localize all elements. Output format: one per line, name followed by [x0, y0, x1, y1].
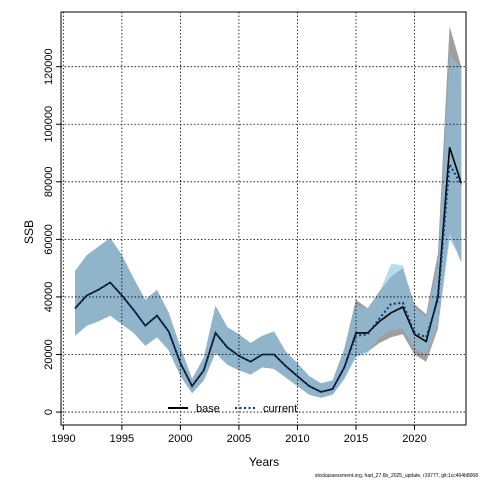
legend: base current: [168, 403, 297, 415]
x-tick-label: 1990: [51, 433, 75, 445]
legend-label-base: base: [196, 403, 220, 415]
x-tick-label: 1995: [110, 433, 134, 445]
x-axis: 1990 1995 2000 2005 2010 2015 2020: [51, 425, 427, 445]
footer-credit: stockassessment.org, had_27.6b_2025_upda…: [315, 473, 478, 479]
y-tick-label: 20000: [43, 339, 55, 370]
x-tick-label: 2000: [168, 433, 192, 445]
x-tick-label: 2005: [227, 433, 251, 445]
y-axis: 0 20000 40000 60000 80000 100000 120000: [43, 48, 61, 415]
y-tick-label: 100000: [43, 106, 55, 143]
x-tick-label: 2015: [344, 433, 368, 445]
y-tick-label: 0: [43, 409, 55, 415]
x-axis-title: Years: [249, 455, 279, 469]
y-tick-label: 60000: [43, 224, 55, 255]
y-tick-label: 40000: [43, 282, 55, 313]
x-tick-label: 2010: [285, 433, 309, 445]
band-current: [75, 55, 462, 398]
plot-frame: [60, 11, 467, 426]
legend-label-current: current: [263, 403, 297, 415]
x-tick-label: 2020: [402, 433, 426, 445]
line-current: [74, 161, 463, 393]
y-axis-title: SSB: [22, 220, 36, 244]
grid-lines: [61, 12, 466, 425]
y-tick-label: 120000: [43, 48, 55, 85]
confidence-bands: [75, 26, 462, 398]
y-tick-label: 80000: [43, 167, 55, 198]
series-lines: [74, 147, 463, 393]
